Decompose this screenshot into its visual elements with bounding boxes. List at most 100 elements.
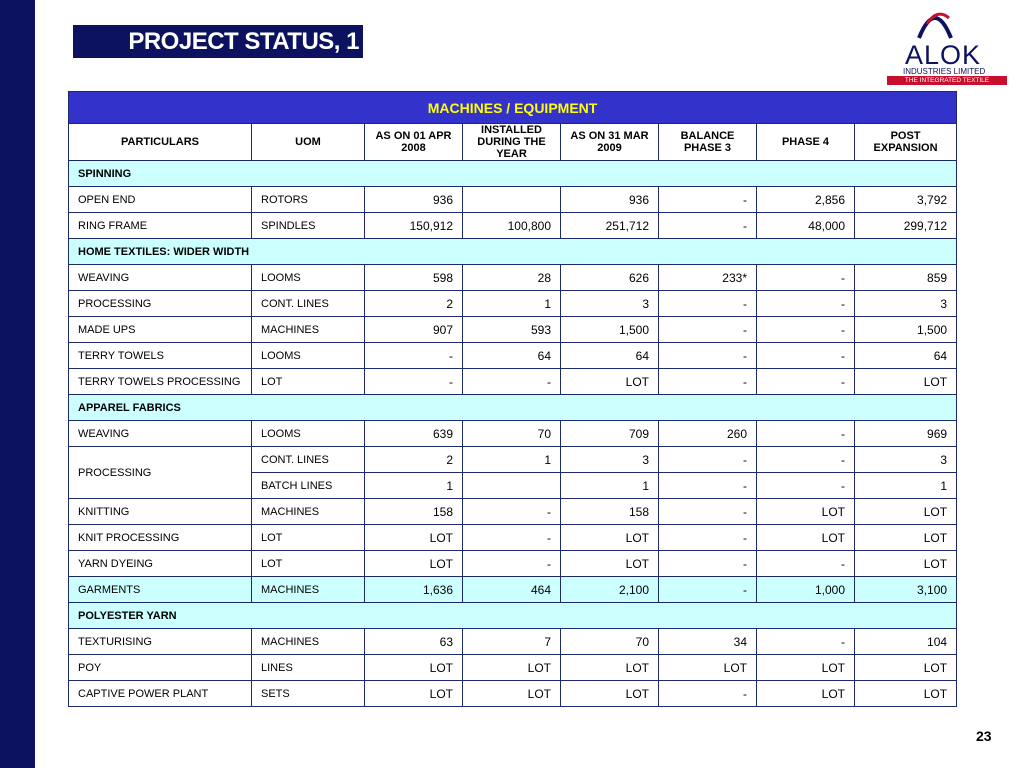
cell-value: 3 — [560, 290, 659, 317]
cell-value: - — [756, 472, 855, 499]
cell-value: LOT — [658, 654, 757, 681]
table-row: WEAVING LOOMS 639 70 709 260-969 — [68, 420, 958, 447]
cell-value: - — [364, 368, 463, 395]
cell-value: - — [462, 368, 561, 395]
cell-value: LOT — [853, 550, 958, 577]
cell-uom: LOT — [251, 368, 365, 395]
cell-value: - — [658, 524, 757, 551]
cell-particulars: TEXTURISING — [68, 628, 252, 655]
col-header: PHASE 4 — [756, 123, 855, 161]
table-row: GARMENTS MACHINES 1,636 464 2,100-1,000 3,100 — [68, 576, 958, 603]
cell-particulars: WEAVING — [68, 264, 252, 291]
cell-particulars: TERRY TOWELS PROCESSING — [68, 368, 252, 395]
cell-value: 28 — [462, 264, 561, 291]
col-header: POST EXPANSION — [853, 123, 958, 161]
cell-particulars: MADE UPS — [68, 316, 252, 343]
machines-table: MACHINES / EQUIPMENT PARTICULARS UOM AS … — [67, 91, 958, 707]
cell-value: 1 — [364, 472, 463, 499]
table-row: RING FRAME SPINDLES 150,912 100,800 251,712-… — [68, 212, 958, 239]
cell-value: - — [658, 680, 757, 707]
cell-uom: LOOMS — [251, 342, 365, 369]
cell-value: LOT — [462, 654, 561, 681]
cell-value: - — [462, 524, 561, 551]
cell-value: - — [658, 472, 757, 499]
cell-value: 936 — [560, 186, 659, 213]
cell-value: 3 — [853, 446, 958, 473]
table-header-row: PARTICULARS UOM AS ON 01 APR 2008 INSTAL… — [68, 123, 958, 161]
table-row: PROCESSING CONT. LINES 2 1 3- -3 — [68, 446, 958, 499]
cell-value: LOT — [853, 680, 958, 707]
section-header: APPAREL FABRICS — [67, 394, 958, 421]
cell-value: LOT — [853, 654, 958, 681]
cell-value: 907 — [364, 316, 463, 343]
col-header: AS ON 01 APR 2008 — [364, 123, 463, 161]
cell-value: - — [658, 212, 757, 239]
cell-value: LOT — [756, 680, 855, 707]
cell-value: LOT — [756, 654, 855, 681]
cell-particulars: PROCESSING — [68, 290, 252, 317]
cell-value: 158 — [364, 498, 463, 525]
cell-value: - — [462, 498, 561, 525]
cell-value: 709 — [560, 420, 659, 447]
cell-value: 464 — [462, 576, 561, 603]
logo-subtitle: INDUSTRIES LIMITED — [903, 67, 986, 76]
cell-particulars: TERRY TOWELS — [68, 342, 252, 369]
cell-uom: MACHINES — [251, 628, 365, 655]
cell-value: 150,912 — [364, 212, 463, 239]
table-row: KNITTING MACHINES 158-158- LOT LOT — [68, 498, 958, 525]
cell-value: 626 — [560, 264, 659, 291]
cell-value: 1,500 — [560, 316, 659, 343]
table-row: KNIT PROCESSING LOT LOT - LOT - LOT LOT — [68, 524, 958, 551]
cell-value: 1,500 — [853, 316, 958, 343]
cell-value: 64 — [853, 342, 958, 369]
col-header: PARTICULARS — [68, 123, 252, 161]
table-row: BATCH LINES 1 1- -1 — [69, 472, 958, 499]
cell-value: LOT — [853, 368, 958, 395]
cell-value: 2,100 — [560, 576, 659, 603]
cell-value: - — [658, 186, 757, 213]
left-band — [0, 0, 35, 768]
cell-value: 2 — [364, 446, 463, 473]
cell-value: - — [658, 550, 757, 577]
cell-uom: CONT. LINES — [251, 290, 365, 317]
cell-value: - — [756, 342, 855, 369]
cell-value: 299,712 — [853, 212, 958, 239]
cell-value: - — [364, 342, 463, 369]
cell-value: 1 — [853, 472, 958, 499]
cell-value: LOT — [756, 498, 855, 525]
cell-value: 34 — [658, 628, 757, 655]
cell-particulars: POY — [68, 654, 252, 681]
cell-value: 158 — [560, 498, 659, 525]
section-header: POLYESTER YARN — [67, 602, 958, 629]
cell-value: 100,800 — [462, 212, 561, 239]
cell-value: LOT — [462, 680, 561, 707]
cell-particulars: GARMENTS — [68, 576, 252, 603]
cell-value: 3,792 — [853, 186, 958, 213]
section-header: HOME TEXTILES: WIDER WIDTH — [67, 238, 958, 265]
col-header: INSTALLED DURING THE YEAR — [462, 123, 561, 161]
cell-value: 1 — [560, 472, 659, 499]
cell-uom: LOT — [251, 550, 365, 577]
cell-value: - — [658, 368, 757, 395]
cell-uom: CONT. LINES — [251, 446, 365, 473]
cell-particulars: WEAVING — [68, 420, 252, 447]
cell-value: - — [756, 316, 855, 343]
cell-value: 3 — [560, 446, 659, 473]
cell-value: - — [756, 446, 855, 473]
cell-value: LOT — [560, 524, 659, 551]
table-caption: MACHINES / EQUIPMENT — [67, 91, 958, 124]
cell-value: - — [756, 550, 855, 577]
cell-uom: LOT — [251, 524, 365, 551]
cell-particulars: YARN DYEING — [68, 550, 252, 577]
cell-particulars: KNITTING — [68, 498, 252, 525]
logo-tagline: THE INTEGRATED TEXTILE SOLUTIONS — [887, 76, 1007, 93]
cell-value: 2,856 — [756, 186, 855, 213]
cell-uom: MACHINES — [251, 498, 365, 525]
page-number: 23 — [976, 728, 992, 744]
table-row: WEAVING LOOMS 598 28 626 233* -859 — [68, 264, 958, 291]
table-row: PROCESSING CONT. LINES 2 1 3- -3 — [68, 290, 958, 317]
cell-value: - — [756, 264, 855, 291]
table-row: CAPTIVE POWER PLANT SETS LOT LOT LOT - LOT LOT — [68, 680, 958, 707]
col-header: BALANCE PHASE 3 — [658, 123, 757, 161]
table-row: TERRY TOWELS PROCESSING LOT - - LOT - - LOT — [68, 368, 958, 395]
